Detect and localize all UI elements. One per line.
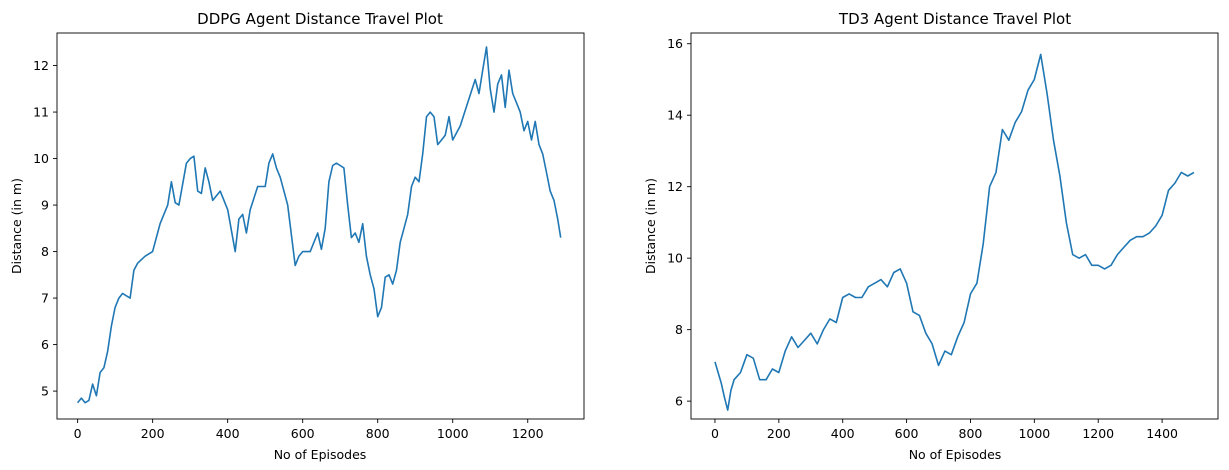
td3-y-tick-label: 16	[667, 36, 683, 51]
td3-x-tick-label: 0	[711, 426, 719, 441]
ddpg-x-tick-label: 800	[366, 426, 390, 441]
td3-y-axis-label: Distance (in m)	[643, 178, 658, 274]
ddpg-y-tick-label: 10	[33, 151, 49, 166]
ddpg-y-tick-label: 12	[33, 58, 49, 73]
td3-x-tick-label: 1400	[1146, 426, 1178, 441]
td3-x-tick-label: 1000	[1018, 426, 1050, 441]
ddpg-x-tick-label: 200	[141, 426, 165, 441]
td3-x-tick-label: 600	[895, 426, 919, 441]
ddpg-distance-line	[76, 46, 562, 404]
td3-y-tick-label: 6	[675, 394, 683, 409]
td3-x-tick-label: 400	[831, 426, 855, 441]
ddpg-x-tick-label: 0	[74, 426, 82, 441]
td3-chart: TD3 Agent Distance Travel Plot 0 200 400 60…	[643, 10, 1219, 462]
ddpg-x-ticks: 0 200 400 600 800 1000 1200	[74, 419, 544, 441]
ddpg-plot-frame	[56, 32, 585, 420]
td3-x-tick-label: 200	[767, 426, 791, 441]
ddpg-x-tick-label: 400	[216, 426, 240, 441]
td3-y-ticks: 6 8 10 12 14 16	[667, 36, 691, 409]
ddpg-x-tick-label: 1200	[512, 426, 544, 441]
td3-y-tick-label: 8	[675, 322, 683, 337]
ddpg-y-tick-label: 6	[41, 337, 49, 352]
ddpg-y-tick-label: 7	[41, 291, 49, 306]
td3-x-axis-label: No of Episodes	[909, 447, 1002, 462]
td3-plot-frame	[690, 32, 1219, 420]
ddpg-chart: DDPG Agent Distance Travel Plot 0 200 400 6…	[9, 10, 585, 462]
ddpg-y-ticks: 5 6 7 8 9 10 11 12	[33, 58, 57, 399]
ddpg-y-tick-label: 9	[41, 198, 49, 213]
ddpg-y-tick-label: 11	[33, 105, 49, 120]
ddpg-x-tick-label: 600	[291, 426, 315, 441]
td3-x-tick-label: 800	[959, 426, 983, 441]
ddpg-x-axis-label: No of Episodes	[274, 447, 367, 462]
ddpg-chart-title: DDPG Agent Distance Travel Plot	[197, 10, 443, 28]
ddpg-y-axis-label: Distance (in m)	[9, 178, 24, 274]
td3-distance-line	[714, 53, 1195, 411]
ddpg-y-tick-label: 8	[41, 244, 49, 259]
td3-chart-title: TD3 Agent Distance Travel Plot	[838, 10, 1071, 28]
td3-y-tick-label: 10	[667, 251, 683, 266]
td3-x-tick-label: 1200	[1082, 426, 1114, 441]
ddpg-y-tick-label: 5	[41, 384, 49, 399]
td3-y-tick-label: 14	[667, 108, 683, 123]
td3-y-tick-label: 12	[667, 179, 683, 194]
ddpg-x-tick-label: 1000	[437, 426, 469, 441]
td3-x-ticks: 0 200 400 600 800 1000 1200 1400	[711, 419, 1178, 441]
